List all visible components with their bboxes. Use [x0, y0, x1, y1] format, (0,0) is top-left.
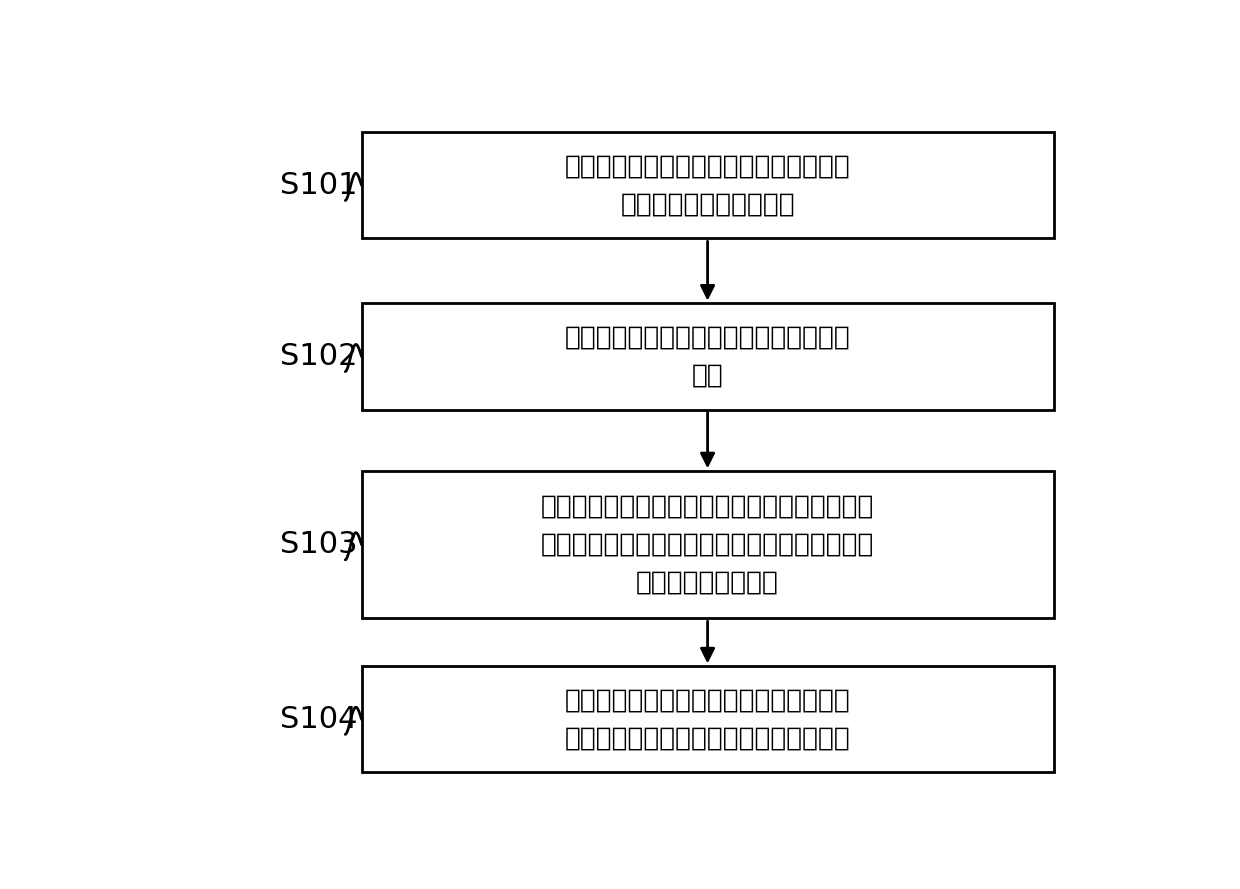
- Bar: [362, 132, 1054, 238]
- Text: S102: S102: [280, 342, 357, 371]
- Text: S101: S101: [280, 171, 357, 200]
- Text: S104: S104: [280, 705, 357, 733]
- Bar: [362, 471, 1054, 619]
- Text: 将上述车辆结构化信息、上述行人结构化
信息和上述人脸结构化信息存储到数据库: 将上述车辆结构化信息、上述行人结构化 信息和上述人脸结构化信息存储到数据库: [564, 687, 851, 751]
- Bar: [362, 666, 1054, 773]
- Text: 利用神经网络算法对每个感兴趣目标进行结构化
信息提取，获得车辆结构化信息、行人结构化信
息和人脸结构化信息: 利用神经网络算法对每个感兴趣目标进行结构化 信息提取，获得车辆结构化信息、行人结…: [541, 493, 874, 596]
- Text: 提取上述视频流每个单帧图像中的感兴趣
目标: 提取上述视频流每个单帧图像中的感兴趣 目标: [564, 324, 851, 388]
- Text: 获取目标交通路口的多路视频采集设备采
集的所在区域内的视频流: 获取目标交通路口的多路视频采集设备采 集的所在区域内的视频流: [564, 154, 851, 218]
- Text: S103: S103: [280, 530, 357, 559]
- Bar: [362, 303, 1054, 410]
